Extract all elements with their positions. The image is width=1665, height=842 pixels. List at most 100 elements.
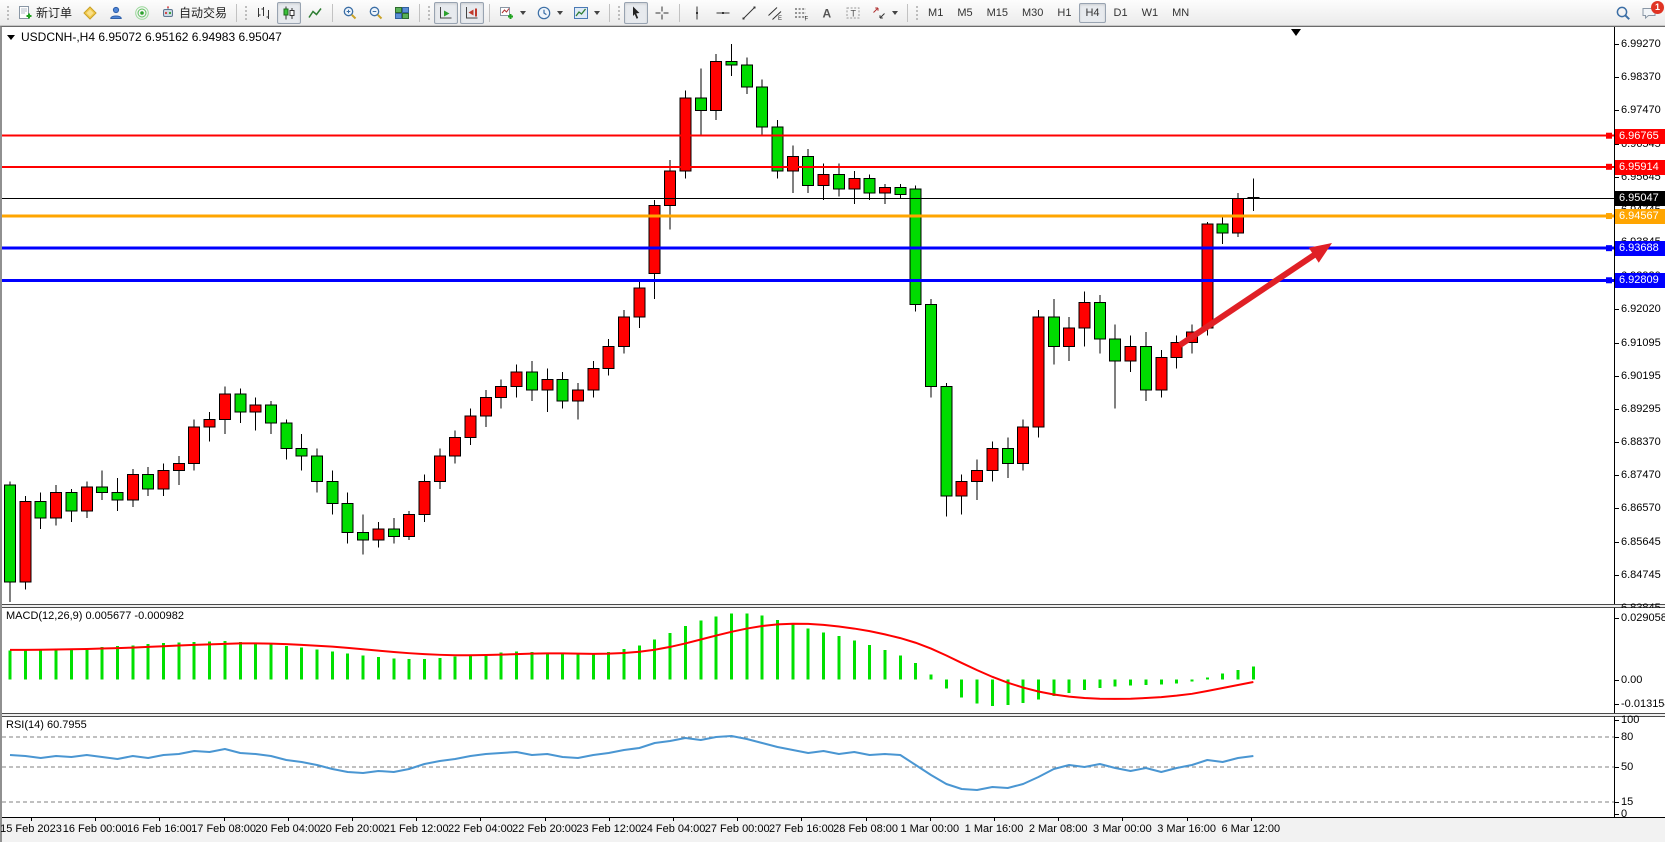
rsi-tick: 15 — [1615, 796, 1633, 809]
templates-dropdown-icon[interactable] — [594, 10, 601, 15]
price-tick: 6.89295 — [1615, 403, 1661, 416]
market-watch-button[interactable] — [78, 2, 102, 24]
tf-d1-label: D1 — [1113, 6, 1128, 19]
profile-button[interactable] — [104, 2, 128, 24]
search-icon — [1615, 5, 1631, 21]
periods-button[interactable] — [532, 2, 567, 24]
horizontal-line-button[interactable] — [711, 2, 735, 24]
price-chart-plot[interactable]: USDCNH-,H4 6.95072 6.95162 6.94983 6.950… — [2, 27, 1615, 604]
pane-splitter[interactable] — [2, 713, 1665, 717]
periods-dropdown-icon[interactable] — [557, 10, 564, 15]
tf-m30[interactable]: M30 — [1016, 3, 1049, 23]
trendline-button[interactable] — [737, 2, 761, 24]
time-label: 3 Mar 00:00 — [1093, 823, 1152, 835]
auto-scroll-button[interactable] — [434, 1, 459, 24]
time-tick — [95, 818, 97, 821]
pane-splitter[interactable] — [2, 604, 1665, 608]
price-line-tag[interactable]: 6.93688 — [1615, 241, 1665, 257]
bar-chart-icon — [255, 5, 271, 21]
signals-button[interactable] — [130, 2, 154, 24]
time-tick — [416, 818, 418, 821]
chart-shift-button[interactable] — [460, 1, 485, 24]
auto-trading-icon — [160, 5, 176, 21]
tf-m15-label: M15 — [986, 6, 1008, 19]
arrows-icon — [871, 5, 887, 21]
fibonacci-icon: F — [793, 5, 809, 21]
equidistant-channel-button[interactable]: E — [763, 2, 787, 24]
text-label-button[interactable]: T — [841, 2, 865, 24]
toolbar-drag-handle[interactable] — [914, 3, 920, 22]
tf-h1[interactable]: H1 — [1051, 3, 1077, 23]
price-tick: 6.85645 — [1615, 536, 1661, 549]
macd-tick: -0.013154 — [1615, 698, 1665, 711]
toolbar: 新订单 自动交易 E F A T M1 M5 M15 M30 H1 H4 D1 W1 MN 1 — [0, 0, 1665, 26]
time-label: 24 Feb 04:00 — [640, 823, 706, 835]
macd-label: MACD(12,26,9) 0.005677 -0.000982 — [6, 610, 184, 622]
time-tick — [352, 818, 353, 821]
toolbar-drag-handle[interactable] — [243, 3, 249, 22]
new-order-button[interactable]: 新订单 — [13, 2, 76, 24]
time-axis[interactable]: 15 Feb 2023 16 Feb 00:00 16 Feb 16:00 17 Fe… — [0, 817, 1665, 842]
tile-windows-button[interactable] — [390, 2, 414, 24]
zoom-out-button[interactable] — [364, 2, 388, 24]
vertical-line-icon — [689, 5, 705, 21]
rsi-axis[interactable]: 100 80 50 15 0 — [1615, 714, 1665, 820]
text-button[interactable]: A — [815, 2, 839, 24]
toolbar-separator — [236, 3, 238, 22]
macd-plot[interactable]: MACD(12,26,9) 0.005677 -0.000982 — [2, 608, 1615, 713]
rsi-label: RSI(14) 60.7955 — [6, 719, 87, 731]
time-tick — [31, 818, 32, 821]
indicators-dropdown-icon[interactable] — [520, 10, 527, 15]
notification-badge: 1 — [1651, 0, 1664, 14]
cursor-button[interactable] — [624, 1, 649, 24]
vertical-line-button[interactable] — [685, 2, 709, 24]
crosshair-button[interactable] — [650, 2, 674, 24]
tf-d1[interactable]: D1 — [1108, 3, 1134, 23]
candlestick-chart-icon — [281, 5, 297, 21]
chart-dropdown-icon[interactable] — [7, 34, 15, 40]
zoom-in-button[interactable] — [338, 2, 362, 24]
candlestick-chart-button[interactable] — [277, 1, 302, 24]
fibonacci-button[interactable]: F — [789, 2, 813, 24]
toolbar-drag-handle[interactable] — [5, 3, 10, 22]
svg-text:T: T — [851, 8, 857, 18]
rsi-plot[interactable]: RSI(14) 60.7955 — [2, 717, 1615, 817]
search-button[interactable] — [1611, 2, 1635, 24]
price-axis[interactable]: 6.992706.983706.974706.965456.956456.947… — [1615, 27, 1665, 614]
time-tick — [801, 818, 803, 821]
arrows-dropdown-icon[interactable] — [892, 10, 899, 15]
indicators-button[interactable] — [495, 2, 530, 24]
tf-h4[interactable]: H4 — [1079, 2, 1106, 23]
auto-trading-button[interactable]: 自动交易 — [156, 2, 231, 24]
price-line-tag[interactable]: 6.95914 — [1615, 159, 1665, 175]
price-line-tag[interactable]: 6.94567 — [1615, 209, 1665, 225]
time-tick — [544, 818, 546, 821]
toolbar-drag-handle[interactable] — [616, 3, 622, 22]
tf-m15[interactable]: M15 — [981, 3, 1014, 23]
rsi-tick: 100 — [1615, 714, 1639, 727]
price-tick: 6.90195 — [1615, 370, 1661, 383]
price-tick: 6.92020 — [1615, 303, 1661, 316]
templates-button[interactable] — [569, 2, 604, 24]
auto-trading-label: 自动交易 — [179, 6, 228, 20]
toolbar-drag-handle[interactable] — [426, 3, 432, 22]
price-line-tag[interactable]: 6.96765 — [1615, 128, 1665, 144]
time-label: 3 Mar 16:00 — [1157, 823, 1216, 835]
notifications-button[interactable]: 1 — [1637, 0, 1664, 24]
tf-mn[interactable]: MN — [1166, 3, 1195, 23]
line-chart-button[interactable] — [303, 2, 327, 24]
price-line-tag[interactable]: 6.95047 — [1615, 191, 1665, 207]
tf-w1[interactable]: W1 — [1136, 3, 1165, 23]
line-chart-icon — [307, 5, 323, 21]
signals-icon — [134, 5, 150, 21]
trendline-icon — [741, 5, 757, 21]
time-tick — [159, 818, 161, 821]
price-tick: 6.97470 — [1615, 104, 1661, 117]
time-tick — [223, 818, 225, 821]
bar-chart-button[interactable] — [251, 2, 275, 24]
macd-axis[interactable]: 0.029058 0.00 -0.013154 — [1615, 608, 1665, 713]
tf-m1[interactable]: M1 — [922, 3, 949, 23]
price-line-tag[interactable]: 6.92809 — [1615, 273, 1665, 289]
tf-m5[interactable]: M5 — [951, 3, 978, 23]
arrows-button[interactable] — [867, 2, 902, 24]
